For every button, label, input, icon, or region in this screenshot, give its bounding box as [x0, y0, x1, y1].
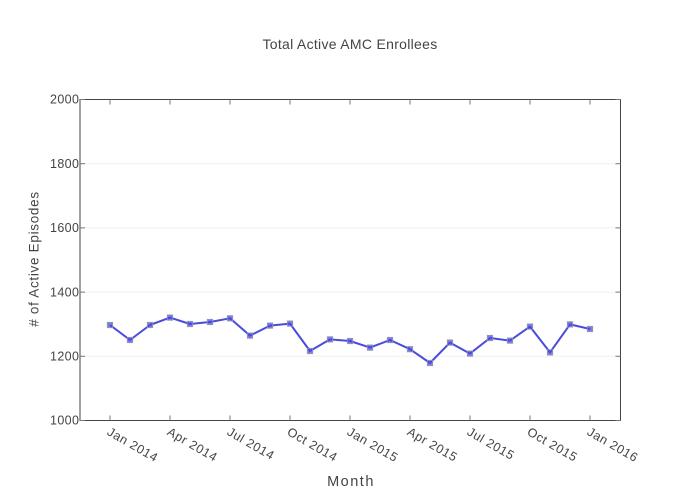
svg-text:1400: 1400: [50, 285, 79, 299]
svg-text:1000: 1000: [50, 414, 79, 428]
svg-text:Total Active AMC Enrollees: Total Active AMC Enrollees: [262, 36, 437, 52]
svg-text:# of Active Episodes: # of Active Episodes: [26, 191, 41, 327]
svg-text:2000: 2000: [50, 93, 79, 107]
svg-text:1600: 1600: [50, 221, 79, 235]
svg-text:1200: 1200: [50, 350, 79, 364]
svg-text:1800: 1800: [50, 157, 79, 171]
svg-text:Month: Month: [327, 474, 375, 490]
